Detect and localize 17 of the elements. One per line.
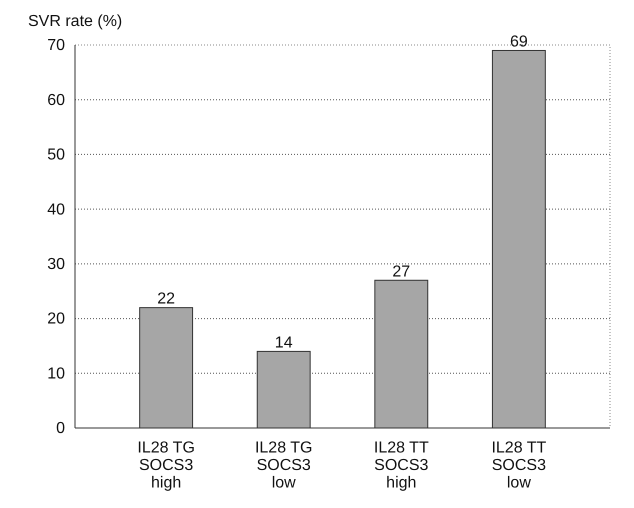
- y-tick-label: 30: [47, 256, 66, 273]
- y-tick-label: 0: [56, 420, 66, 438]
- data-label: 14: [274, 334, 293, 352]
- data-label: 22: [157, 290, 176, 308]
- x-tick-label: IL28 TT SOCS3 low: [491, 439, 547, 492]
- y-tick-label: 10: [47, 365, 66, 382]
- data-label: 27: [392, 263, 410, 280]
- y-axis-title: SVR rate (%): [28, 13, 122, 30]
- data-label: 69: [510, 33, 528, 50]
- x-tick-label: IL28 TT SOCS3 high: [374, 439, 429, 492]
- y-tick-label: 40: [47, 201, 66, 218]
- x-tick-label: IL28 TG SOCS3 low: [254, 439, 312, 492]
- y-tick-label: 20: [47, 310, 66, 328]
- y-tick-label: 50: [47, 146, 66, 164]
- x-tick-label: IL28 TG SOCS3 high: [137, 439, 195, 492]
- y-tick-label: 60: [47, 92, 66, 109]
- y-tick-label: 70: [47, 37, 66, 54]
